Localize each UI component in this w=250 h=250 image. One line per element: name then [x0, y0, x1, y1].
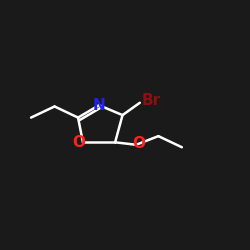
- Text: N: N: [93, 98, 106, 113]
- Text: Br: Br: [142, 93, 161, 108]
- Text: O: O: [72, 135, 85, 150]
- Text: O: O: [132, 136, 145, 151]
